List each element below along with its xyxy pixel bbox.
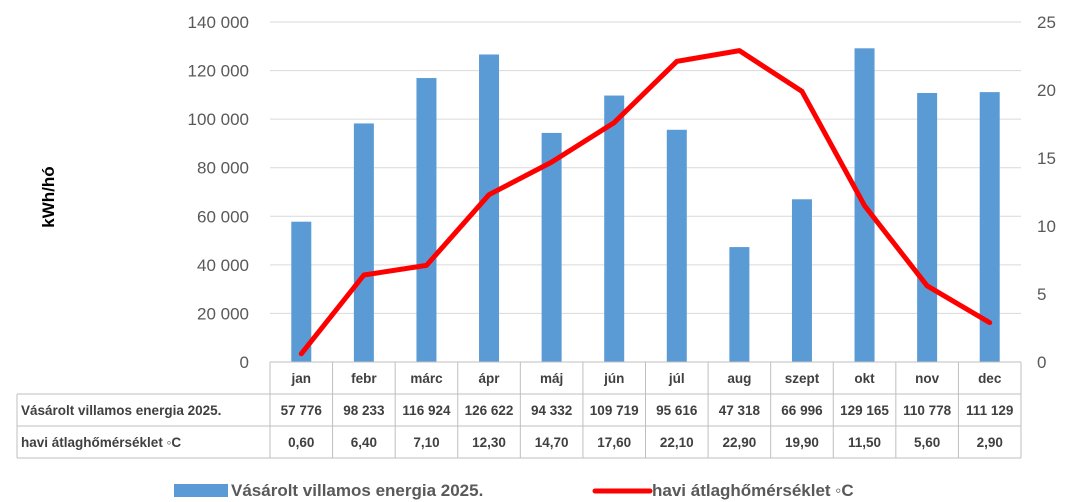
- gridlines: [270, 21, 1021, 314]
- x-tick-label: febr: [351, 371, 377, 386]
- line-point: [613, 122, 615, 124]
- data-label: 19,90: [785, 435, 819, 450]
- legend-swatch-bar: [174, 484, 228, 497]
- data-label: 66 996: [781, 403, 823, 418]
- line-point: [676, 60, 678, 62]
- y2-tick-label: 15: [1037, 149, 1056, 168]
- bar: [917, 92, 938, 362]
- line-point: [363, 274, 365, 276]
- x-tick-label: szept: [785, 371, 820, 386]
- data-label: 98 233: [343, 403, 385, 418]
- data-label: 47 318: [719, 403, 761, 418]
- data-label: 14,70: [535, 435, 569, 450]
- data-label: 0,60: [288, 435, 314, 450]
- data-label: 17,60: [597, 435, 631, 450]
- data-label: 22,10: [660, 435, 694, 450]
- x-tick-label: ápr: [479, 371, 501, 386]
- y-tick-label: 40 000: [197, 256, 249, 275]
- table-row-header: havi átlaghőmérséklet ◦C: [21, 435, 181, 450]
- y2-tick-label: 25: [1037, 13, 1056, 32]
- y-tick-label: 0: [240, 353, 249, 372]
- line-series: [298, 48, 993, 357]
- x-tick-label: jan: [291, 371, 312, 386]
- x-tick-label: nov: [915, 371, 939, 386]
- data-table: jan febr márc ápr máj jún júl aug szept okt nov dec…: [16, 361, 1022, 459]
- line-point: [926, 285, 928, 287]
- y-tick-label: 60 000: [197, 207, 249, 226]
- x-tick-label: márc: [410, 371, 443, 386]
- data-label: 11,50: [848, 435, 881, 450]
- y-tick-label: 140 000: [188, 13, 249, 32]
- line-point: [864, 205, 866, 207]
- y-axis-right: 0 5 10 15 20 25: [1037, 13, 1056, 372]
- y-axis-left: 0 20 000 40 000 60 000 80 000 100 000 120 000 1…: [188, 13, 249, 372]
- line-point: [551, 161, 553, 163]
- legend-label: Vásárolt villamos energia 2025.: [231, 481, 483, 500]
- data-label: 2,90: [977, 435, 1003, 450]
- y-tick-label: 120 000: [188, 62, 249, 81]
- bar: [541, 132, 562, 362]
- data-label: 22,90: [722, 435, 756, 450]
- bar: [416, 78, 437, 362]
- bar: [791, 199, 812, 362]
- x-tick-label: dec: [978, 371, 1002, 386]
- y-axis-title: kWh/hó: [39, 166, 58, 227]
- data-label: 126 622: [465, 403, 514, 418]
- data-label: 129 165: [840, 403, 889, 418]
- bar: [666, 129, 687, 362]
- bar: [604, 95, 625, 362]
- bar-series: [291, 48, 1000, 363]
- x-tick-label: júl: [668, 371, 685, 386]
- x-tick-label: aug: [727, 371, 751, 386]
- bar: [729, 247, 750, 362]
- table-row-header: Vásárolt villamos energia 2025.: [21, 403, 221, 418]
- line-path: [298, 48, 993, 357]
- data-label: 57 776: [281, 403, 323, 418]
- data-label: 7,10: [413, 435, 439, 450]
- line-point: [738, 50, 740, 52]
- y-tick-label: 100 000: [188, 110, 249, 129]
- data-label: 109 719: [590, 403, 639, 418]
- y-tick-label: 80 000: [197, 159, 249, 178]
- bar: [353, 123, 374, 362]
- data-label: 110 778: [903, 403, 952, 418]
- y2-tick-label: 0: [1037, 353, 1046, 372]
- line-point: [989, 322, 991, 324]
- x-tick-label: jún: [603, 371, 624, 386]
- y2-tick-label: 20: [1037, 81, 1056, 100]
- data-label: 116 924: [402, 403, 451, 418]
- line-point: [488, 194, 490, 196]
- data-label: 95 616: [656, 403, 698, 418]
- y-tick-label: 20 000: [197, 304, 249, 323]
- line-point: [801, 90, 803, 92]
- data-label: 12,30: [472, 435, 506, 450]
- data-label: 5,60: [914, 435, 940, 450]
- y2-tick-label: 5: [1037, 285, 1046, 304]
- line-point: [425, 264, 427, 266]
- bar: [979, 92, 1000, 362]
- data-label: 94 332: [531, 403, 572, 418]
- x-tick-label: okt: [854, 371, 875, 386]
- legend-label: havi átlaghőmérséklet ◦C: [652, 481, 854, 500]
- data-label: 6,40: [351, 435, 377, 450]
- line-point: [300, 353, 302, 355]
- bar: [479, 54, 500, 362]
- legend: Vásárolt villamos energia 2025. havi átla…: [174, 481, 854, 500]
- data-label: 111 129: [966, 403, 1013, 418]
- y2-tick-label: 10: [1037, 217, 1056, 236]
- x-tick-label: máj: [540, 371, 563, 386]
- bar: [291, 221, 312, 362]
